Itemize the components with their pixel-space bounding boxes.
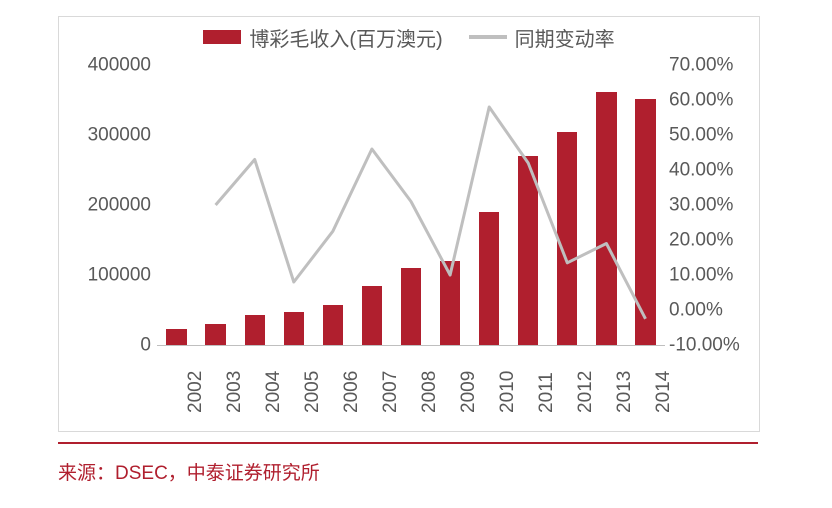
x-tick: 2003 <box>224 371 234 413</box>
y-left-tick: 200000 <box>59 196 151 215</box>
line-series <box>157 65 665 345</box>
plot-area <box>157 65 665 345</box>
x-tick: 2014 <box>653 371 663 413</box>
x-tick: 2007 <box>380 371 390 413</box>
y-axis-left: 0100000200000300000400000 <box>59 65 151 345</box>
line-path <box>216 107 646 319</box>
x-tick: 2011 <box>536 372 546 413</box>
y-right-tick: 70.00% <box>669 56 757 75</box>
x-tick: 2005 <box>302 371 312 413</box>
x-tick: 2009 <box>458 371 468 413</box>
chart-container: 博彩毛收入(百万澳元) 同期变动率 0 100000 200000 300000 400… <box>58 16 760 432</box>
y-left-tick: 300000 <box>59 126 151 145</box>
x-tick: 2012 <box>575 371 585 413</box>
legend-item-bar: 博彩毛收入(百万澳元) <box>203 23 442 52</box>
footer-block: 来源：DSEC，中泰证券研究所 <box>58 442 758 485</box>
divider-rule <box>58 442 758 444</box>
y-axis-right: -10.00%0.00%10.00%20.00%30.00%40.00%50.0… <box>669 65 757 345</box>
x-axis-baseline <box>157 345 665 346</box>
y-right-tick: 20.00% <box>669 231 757 250</box>
y-right-tick: -10.00% <box>669 336 757 355</box>
legend-swatch-line <box>469 35 507 39</box>
y-right-tick: 40.00% <box>669 161 757 180</box>
x-tick: 2006 <box>341 371 351 413</box>
x-axis: 2002 2003 2004 2005 2006 2007 2008 2009 2010 2011… <box>157 349 665 423</box>
legend-item-line: 同期变动率 <box>469 23 615 52</box>
source-citation: 来源：DSEC，中泰证券研究所 <box>58 458 758 485</box>
y-right-tick: 50.00% <box>669 126 757 145</box>
y-right-tick: 0.00% <box>669 301 757 320</box>
x-tick: 2002 <box>185 371 195 413</box>
x-tick: 2010 <box>497 371 507 413</box>
y-right-tick: 10.00% <box>669 266 757 285</box>
legend-swatch-bar <box>203 30 241 44</box>
y-left-tick: 100000 <box>59 266 151 285</box>
y-left-tick: 400000 <box>59 56 151 75</box>
legend-label-line: 同期变动率 <box>515 23 615 52</box>
y-right-tick: 30.00% <box>669 196 757 215</box>
x-tick: 2013 <box>614 371 624 413</box>
x-tick: 2008 <box>419 371 429 413</box>
legend: 博彩毛收入(百万澳元) 同期变动率 <box>59 23 759 51</box>
legend-label-bar: 博彩毛收入(百万澳元) <box>249 23 442 52</box>
x-tick: 2004 <box>263 371 273 413</box>
y-left-tick: 0 <box>59 336 151 355</box>
y-right-tick: 60.00% <box>669 91 757 110</box>
